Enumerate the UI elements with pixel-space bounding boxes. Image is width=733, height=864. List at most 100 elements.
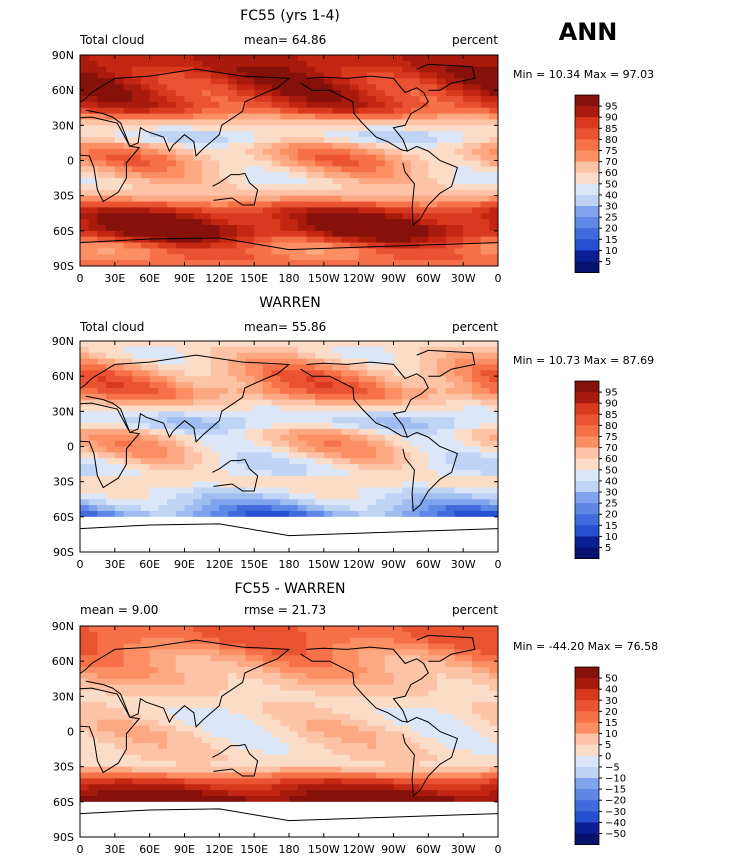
field-cell — [219, 399, 229, 407]
field-cell — [489, 131, 498, 138]
field-cell — [341, 119, 351, 126]
field-cell — [367, 637, 377, 645]
field-cell — [80, 399, 90, 407]
field-cell — [306, 423, 316, 430]
field-cell — [201, 649, 212, 656]
field-cell — [201, 546, 212, 552]
field-cell — [437, 154, 447, 162]
field-cell — [323, 142, 334, 150]
field-cell — [384, 464, 395, 471]
field-cell — [402, 382, 412, 389]
field-cell — [80, 125, 90, 132]
field-cell — [410, 546, 421, 552]
field-cell — [114, 469, 125, 477]
field-cell — [489, 546, 498, 552]
field-cell — [193, 702, 203, 709]
field-cell — [114, 131, 125, 138]
field-cell — [167, 201, 177, 208]
coastline — [80, 116, 141, 203]
field-cell — [236, 183, 247, 191]
field-cell — [123, 78, 133, 85]
field-cell — [376, 452, 386, 459]
field-cell — [149, 469, 159, 477]
field-cell — [193, 84, 203, 91]
field-cell — [97, 341, 107, 348]
field-cell — [201, 119, 212, 126]
field-cell — [393, 725, 403, 733]
field-cell — [410, 236, 421, 244]
field-cell — [402, 370, 412, 377]
field-cell — [410, 172, 421, 179]
field-cell — [254, 637, 264, 645]
field-cell — [80, 684, 90, 692]
field-cell — [480, 370, 490, 377]
x-tick-label: 60E — [139, 272, 160, 285]
field-cell — [210, 90, 220, 97]
field-cell — [463, 387, 473, 395]
field-cell — [271, 505, 281, 512]
field-cell — [489, 260, 498, 266]
field-cell — [358, 469, 368, 477]
field-cell — [410, 708, 421, 715]
field-cell — [419, 55, 429, 62]
field-cell — [175, 661, 186, 668]
field-cell — [471, 178, 482, 185]
colorbar-level-label: 75 — [605, 432, 618, 443]
field-cell — [80, 649, 90, 656]
field-cell — [454, 469, 464, 477]
field-cell — [201, 505, 212, 512]
field-cell — [210, 458, 220, 465]
map-panel: 0 30E 60E 90E 120E 150E 180 150W 120W 90W 60W 30W 09… — [52, 581, 658, 856]
field-cell — [106, 84, 116, 91]
field-cell — [297, 672, 308, 680]
field-cell — [114, 649, 125, 656]
field-cell — [271, 125, 281, 132]
field-cell — [471, 684, 482, 692]
field-cell — [384, 534, 395, 541]
field-cell — [349, 125, 360, 132]
field-cell — [306, 148, 316, 156]
field-cell — [463, 60, 473, 68]
field-cell — [306, 178, 316, 185]
field-cell — [358, 440, 368, 448]
field-cell — [341, 499, 351, 506]
field-cell — [254, 78, 264, 85]
field-cell — [445, 148, 456, 156]
field-cell — [123, 195, 133, 203]
field-cell — [219, 743, 229, 750]
field-cell — [184, 528, 194, 536]
field-cell — [271, 637, 281, 645]
field-cell — [437, 672, 447, 680]
field-cell — [236, 546, 247, 552]
field-cell — [106, 528, 116, 536]
field-cell — [228, 713, 238, 721]
field-cell — [315, 667, 325, 674]
field-cell — [384, 248, 395, 255]
field-cell — [402, 464, 412, 471]
field-cell — [376, 107, 386, 115]
field-cell — [437, 626, 447, 633]
field-cell — [489, 55, 498, 62]
field-cell — [210, 725, 220, 733]
field-cell — [297, 364, 308, 371]
field-cell — [123, 346, 133, 354]
field-cell — [349, 84, 360, 91]
field-cell — [140, 113, 151, 121]
field-cell — [140, 160, 151, 167]
field-cell — [341, 219, 351, 226]
field-cell — [140, 352, 151, 360]
field-cell — [149, 661, 159, 668]
field-cell — [445, 446, 456, 453]
field-cell — [254, 749, 264, 756]
field-cell — [323, 655, 334, 662]
field-cell — [236, 631, 247, 639]
field-cell — [323, 195, 334, 203]
field-cell — [201, 125, 212, 132]
field-cell — [254, 358, 264, 366]
field-cell — [315, 487, 325, 494]
field-cell — [367, 207, 377, 214]
field-cell — [184, 546, 194, 552]
field-cell — [367, 440, 377, 448]
field-cell — [219, 154, 229, 162]
field-cell — [393, 178, 403, 185]
